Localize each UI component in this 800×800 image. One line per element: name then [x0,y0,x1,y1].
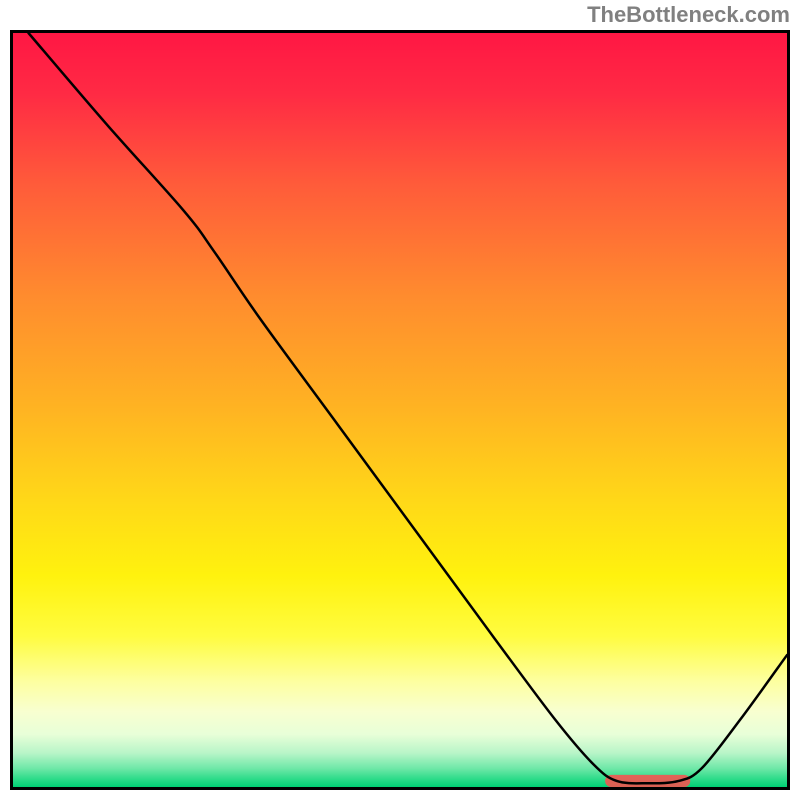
watermark-text: TheBottleneck.com [587,2,790,28]
bottleneck-chart [10,30,790,790]
chart-svg [10,30,790,790]
